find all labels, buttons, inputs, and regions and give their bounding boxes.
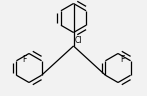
Text: F: F bbox=[23, 55, 27, 63]
Text: F: F bbox=[120, 55, 124, 63]
Text: Cl: Cl bbox=[75, 36, 82, 45]
